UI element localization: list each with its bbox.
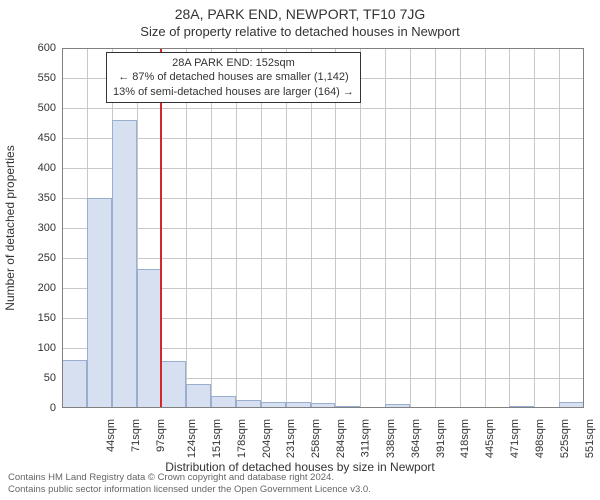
annotation-line: 28A PARK END: 152sqm	[113, 56, 354, 70]
annotation-box: 28A PARK END: 152sqm← 87% of detached ho…	[106, 52, 361, 103]
y-axis-label: Number of detached properties	[3, 145, 17, 310]
y-tick-label: 100	[16, 342, 56, 354]
y-tick-label: 150	[16, 312, 56, 324]
chart-subtitle: Size of property relative to detached ho…	[0, 24, 600, 39]
y-tick-label: 0	[16, 402, 56, 414]
y-tick-label: 450	[16, 132, 56, 144]
x-tick-label: 311sqm	[359, 419, 371, 457]
x-tick-label: 71sqm	[130, 419, 142, 452]
x-tick-label: 231sqm	[286, 419, 298, 458]
annotation-line: 13% of semi-detached houses are larger (…	[113, 85, 354, 99]
x-tick-label: 97sqm	[155, 419, 167, 452]
y-tick-label: 50	[16, 372, 56, 384]
y-tick-label: 250	[16, 252, 56, 264]
x-tick-label: 551sqm	[584, 419, 596, 458]
x-tick-label: 258sqm	[310, 419, 322, 458]
x-tick-label: 151sqm	[211, 419, 223, 458]
x-tick-label: 418sqm	[460, 419, 472, 458]
y-tick-label: 500	[16, 102, 56, 114]
x-tick-label: 178sqm	[236, 419, 248, 458]
x-tick-label: 391sqm	[435, 419, 447, 458]
x-tick-label: 204sqm	[261, 419, 273, 458]
x-tick-label: 284sqm	[335, 419, 347, 458]
x-tick-label: 471sqm	[509, 419, 521, 458]
y-tick-label: 600	[16, 42, 56, 54]
x-tick-label: 338sqm	[385, 419, 397, 458]
footer-line-2: Contains public sector information licen…	[8, 484, 371, 496]
x-tick-label: 364sqm	[410, 419, 422, 458]
annotation-line: ← 87% of detached houses are smaller (1,…	[113, 70, 354, 84]
chart-title: 28A, PARK END, NEWPORT, TF10 7JG	[0, 6, 600, 22]
x-tick-label: 525sqm	[559, 419, 571, 458]
x-tick-label: 44sqm	[105, 419, 117, 452]
y-tick-label: 400	[16, 162, 56, 174]
x-tick-label: 124sqm	[186, 419, 198, 458]
x-tick-label: 445sqm	[484, 419, 496, 458]
y-tick-label: 350	[16, 192, 56, 204]
chart-container: 28A, PARK END, NEWPORT, TF10 7JG Size of…	[0, 0, 600, 500]
footer-attribution: Contains HM Land Registry data © Crown c…	[8, 472, 371, 496]
x-tick-label: 498sqm	[534, 419, 546, 458]
y-tick-label: 300	[16, 222, 56, 234]
footer-line-1: Contains HM Land Registry data © Crown c…	[8, 472, 371, 484]
y-tick-label: 550	[16, 72, 56, 84]
y-tick-label: 200	[16, 282, 56, 294]
